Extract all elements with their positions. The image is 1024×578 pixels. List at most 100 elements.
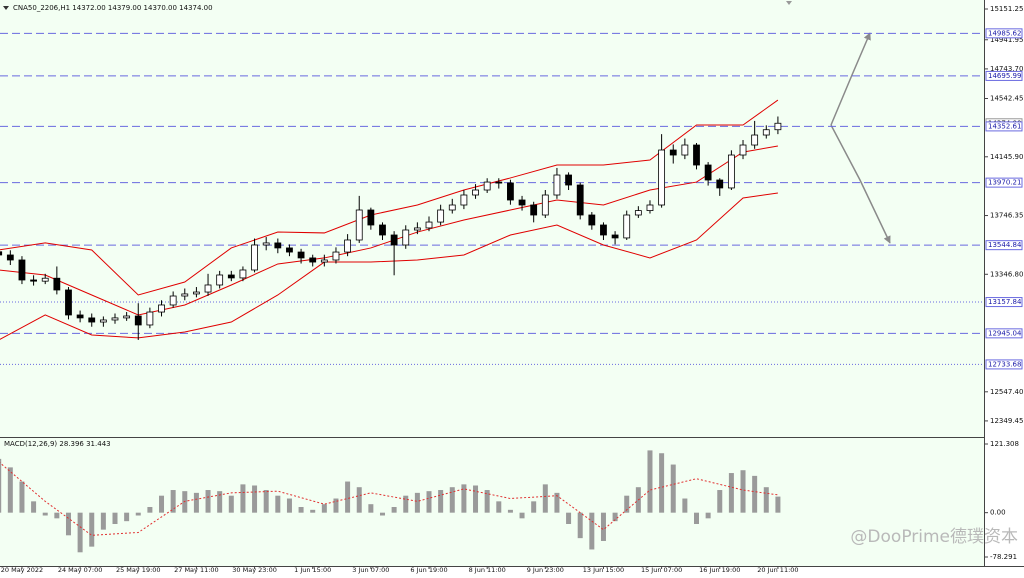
macd-bar — [89, 512, 95, 547]
watermark: @DooPrime德璞资本 — [850, 527, 1018, 547]
menu-icon[interactable] — [3, 6, 9, 10]
plot-background — [0, 0, 984, 566]
candle-body — [518, 199, 526, 206]
macd-bar — [147, 507, 153, 513]
level-label-box — [985, 177, 1023, 188]
candle-body — [65, 289, 72, 316]
candle-body — [0, 251, 3, 256]
level-label-box — [985, 328, 1023, 339]
macd-bar — [42, 512, 48, 516]
macd-bar — [600, 512, 606, 541]
macd-bar — [507, 509, 513, 513]
level-label: 12945.04 — [988, 329, 1022, 337]
candle-body — [669, 149, 677, 156]
level-label-box — [985, 70, 1023, 81]
macd-bar — [705, 512, 711, 519]
candle-body — [739, 144, 747, 156]
x-tick-label: 9 Jun 23:00 — [527, 566, 564, 574]
candle-body — [216, 274, 224, 286]
candle-body — [134, 315, 142, 326]
candle-body — [658, 149, 666, 206]
macd-signal — [0, 462, 778, 536]
macd-bar — [740, 470, 746, 513]
level-label-box — [985, 121, 1023, 132]
level-label: 13157.84 — [988, 298, 1022, 306]
candle-body — [541, 194, 549, 216]
candle-body — [297, 251, 305, 259]
macd-bar — [531, 501, 537, 513]
y-tick-label: 14145.90 — [990, 153, 1023, 161]
y-tick-label: 13746.35 — [990, 212, 1023, 220]
macd-bar — [321, 504, 327, 513]
x-tick-label: 13 Jun 15:00 — [583, 566, 624, 574]
y-tick-label: 13346.80 — [990, 270, 1023, 278]
x-tick-label: 8 Jun 11:00 — [469, 566, 506, 574]
macd-bar — [345, 481, 351, 513]
level-label: 14695.99 — [988, 72, 1021, 80]
candle-body — [751, 134, 759, 146]
y-tick-label: 12349.45 — [990, 417, 1023, 425]
x-tick-label: 30 May 23:00 — [232, 566, 277, 574]
candle-body — [18, 259, 26, 281]
macd-bar — [554, 492, 560, 513]
candle-body — [227, 274, 235, 279]
candle-body — [76, 314, 84, 319]
macd-bar — [217, 491, 223, 513]
macd-bar — [252, 485, 258, 513]
candle-body — [239, 269, 247, 279]
candle-body — [181, 293, 189, 297]
candle-body — [6, 254, 14, 261]
candle-body — [472, 189, 479, 196]
candle-body — [623, 214, 631, 239]
candle-body — [483, 181, 491, 191]
macd-tick-label: -78.291 — [990, 553, 1017, 561]
chart-title: CNA50_2206,H1 14372.00 14379.00 14370.00… — [13, 4, 213, 12]
candle-body — [437, 209, 445, 223]
macd-bar — [263, 490, 269, 513]
macd-bar — [356, 487, 362, 513]
x-tick-label: 20 Jun 11:00 — [757, 566, 798, 574]
macd-bar — [159, 495, 165, 513]
candle-body — [507, 182, 514, 201]
macd-bar — [496, 501, 502, 513]
candle-body — [646, 204, 654, 211]
candle-body — [53, 277, 61, 291]
candle-body — [30, 279, 37, 282]
macd-bar — [449, 487, 455, 513]
candle-body — [565, 174, 572, 186]
candle-body — [88, 317, 96, 323]
candle-body — [158, 304, 165, 313]
candle-body — [111, 317, 119, 321]
candle-body — [309, 257, 317, 263]
macd-bar — [414, 492, 420, 513]
macd-bar — [542, 484, 548, 513]
macd-bar — [240, 484, 246, 513]
macd-bar — [193, 492, 199, 513]
macd-bar — [100, 512, 106, 530]
projection-up — [830, 32, 871, 126]
band-upper — [0, 99, 779, 296]
candle-body — [41, 277, 49, 282]
candle-body — [576, 184, 584, 216]
macd-bar — [624, 495, 630, 513]
macd-bar — [775, 496, 781, 513]
macd-bar — [473, 485, 479, 513]
macd-bar — [438, 490, 444, 513]
candle-body — [367, 209, 375, 226]
macd-bar — [7, 467, 13, 513]
shift-marker — [786, 1, 792, 5]
x-tick-label: 27 May 11:00 — [174, 566, 219, 574]
candle-body — [600, 224, 607, 236]
macd-bar — [763, 487, 769, 513]
x-tick-label: 24 May 07:00 — [58, 566, 103, 574]
candle-body — [553, 174, 561, 196]
macd-bar — [519, 512, 525, 519]
candle-body — [320, 259, 328, 263]
macd-bar — [577, 512, 583, 539]
x-tick-label: 6 Jun 19:00 — [410, 566, 447, 574]
candle-body — [355, 209, 363, 241]
candle-body — [611, 234, 619, 239]
candle-body — [716, 179, 724, 189]
candle-body — [448, 204, 456, 211]
candle-body — [332, 251, 340, 261]
